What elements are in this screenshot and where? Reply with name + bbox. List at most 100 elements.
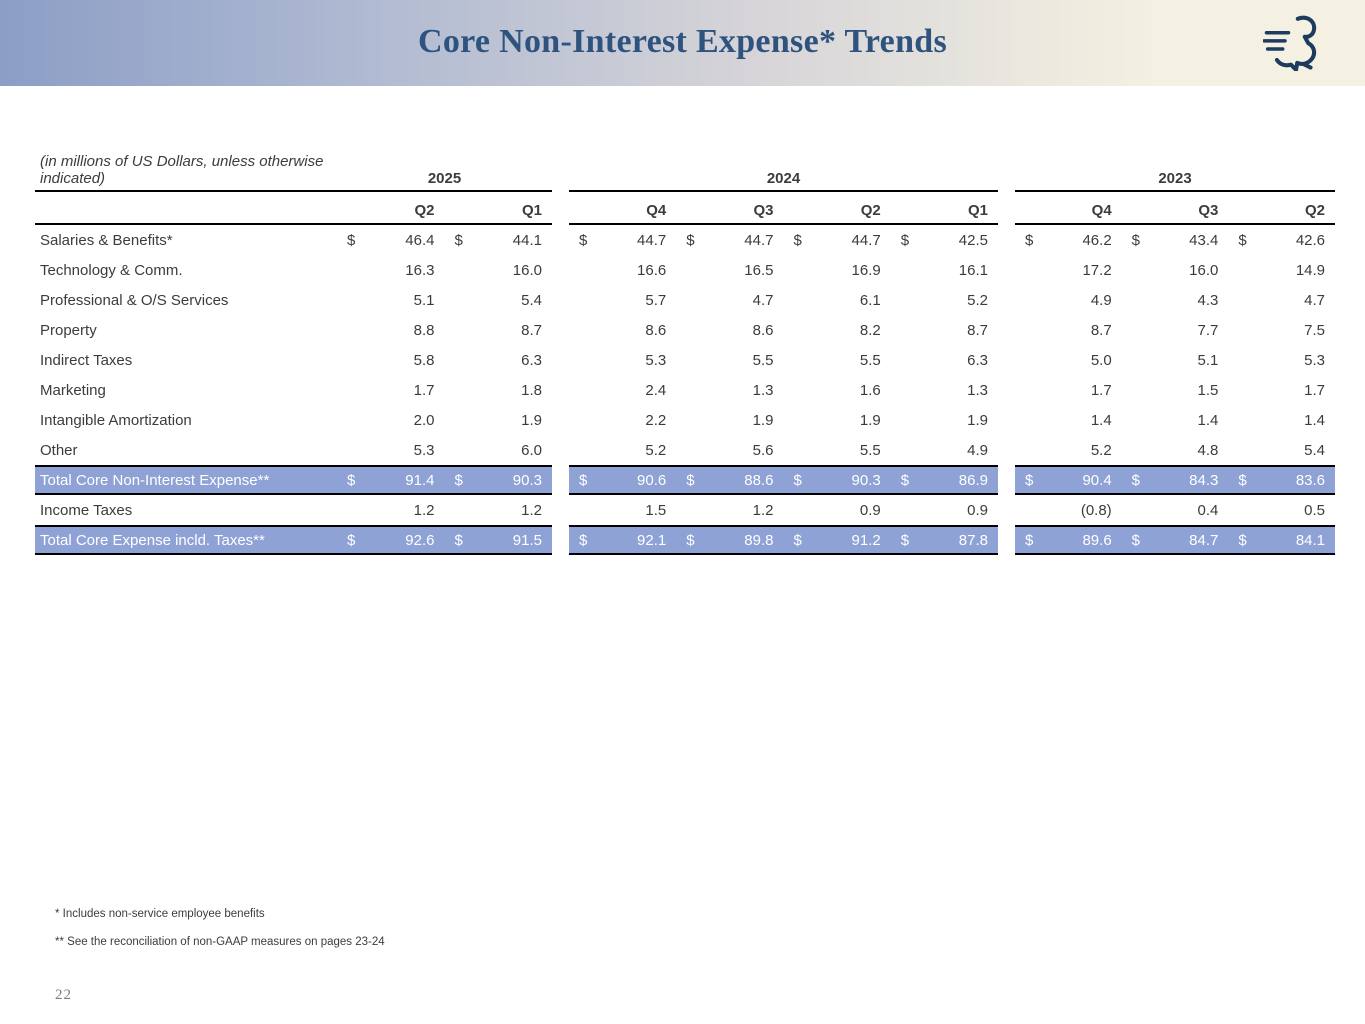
value-group: 1.7 1.8 [337, 375, 552, 405]
cell-value: 87.8 [958, 531, 988, 549]
table-row: Marketing 1.7 1.8 2.4 1.3 1.6 1.3 1.7 1.5 1.7 [35, 375, 1335, 405]
cell-value: 44.7 [637, 231, 667, 249]
group-gap [998, 192, 1015, 225]
cell-value: 90.4 [1082, 471, 1112, 489]
cell-value: 16.1 [958, 261, 988, 279]
cell-value: 16.5 [744, 261, 774, 279]
table-cell: 16.5 [676, 255, 783, 285]
table-cell: (0.8) [1015, 495, 1122, 525]
table-cell: $91.5 [445, 527, 553, 553]
table-cell: $90.4 [1015, 467, 1122, 493]
cell-value: 16.3 [405, 261, 435, 279]
table-cell: 5.3 [1228, 345, 1335, 375]
table-cell: 5.7 [569, 285, 676, 315]
dollar-sign: $ [900, 471, 910, 489]
group-gap [552, 525, 569, 555]
cell-value: 8.8 [413, 321, 435, 339]
table-cell: 5.1 [1122, 345, 1229, 375]
table-cell: 5.2 [569, 435, 676, 465]
table-cell: 1.2 [445, 495, 553, 525]
cell-value: 89.6 [1082, 531, 1112, 549]
table-cell: $92.1 [569, 527, 676, 553]
cell-value: 5.2 [967, 291, 988, 309]
table-cell: $44.7 [784, 225, 891, 255]
cell-value: 1.9 [859, 411, 881, 429]
cell-value: 5.3 [413, 441, 435, 459]
quarter-header: Q4 [1091, 202, 1112, 219]
value-group: 4.9 4.3 4.7 [1015, 285, 1335, 315]
cell-value: 90.3 [851, 471, 881, 489]
dollar-sign: $ [1131, 231, 1141, 249]
table-cell: $92.6 [337, 527, 445, 553]
table-cell: 5.2 [1015, 435, 1122, 465]
cell-value: 1.4 [1304, 411, 1326, 429]
cell-value: 8.7 [967, 321, 988, 339]
table-cell: 8.7 [891, 315, 998, 345]
table-cell: $42.6 [1228, 225, 1335, 255]
group-gap [998, 405, 1015, 435]
cell-value: 5.3 [645, 351, 667, 369]
cell-value: 6.3 [521, 351, 542, 369]
table-head-quarters: Q2 Q1 Q4 Q3 Q2 Q1 Q4 Q3 Q2 [35, 192, 1335, 225]
cell-value: 83.6 [1295, 471, 1326, 489]
table-cell: $44.7 [569, 225, 676, 255]
table-cell: 2.2 [569, 405, 676, 435]
group-gap [552, 495, 569, 525]
cell-value: 5.6 [752, 441, 774, 459]
cell-value: 5.5 [859, 441, 881, 459]
group-gap [998, 285, 1015, 315]
table-cell: 1.4 [1015, 405, 1122, 435]
table-cell: 16.3 [337, 255, 445, 285]
header-band: Core Non-Interest Expense* Trends [0, 0, 1365, 86]
cell-value: 44.7 [851, 231, 881, 249]
units-note: (in millions of US Dollars, unless other… [40, 153, 324, 187]
group-gap [552, 255, 569, 285]
cell-value: 1.9 [752, 411, 774, 429]
cell-value: 6.0 [521, 441, 542, 459]
cell-value: 86.9 [958, 471, 988, 489]
table-cell: 1.8 [445, 375, 553, 405]
table-cell: $44.1 [445, 225, 553, 255]
cell-value: 8.2 [859, 321, 881, 339]
row-label: Other [40, 441, 78, 459]
table-cell: 8.2 [784, 315, 891, 345]
value-group: $92.6 $91.5 [337, 525, 552, 555]
table-cell: 6.0 [445, 435, 553, 465]
cell-value: 1.3 [967, 381, 988, 399]
cell-value: 5.5 [859, 351, 881, 369]
quarters-spacer [35, 192, 337, 225]
year-label: 2023 [1158, 170, 1192, 187]
cell-value: 5.5 [752, 351, 774, 369]
cell-value: 16.0 [1189, 261, 1219, 279]
cell-value: 16.6 [637, 261, 667, 279]
row-label: Income Taxes [40, 501, 133, 519]
value-group: 5.8 6.3 [337, 345, 552, 375]
table-cell: 1.3 [891, 375, 998, 405]
dollar-sign: $ [454, 531, 463, 549]
group-gap [552, 405, 569, 435]
table-row: Other 5.3 6.0 5.2 5.6 5.5 4.9 5.2 4.8 5.4 [35, 435, 1335, 465]
value-group: 8.6 8.6 8.2 8.7 [569, 315, 998, 345]
table-cell: 5.8 [337, 345, 445, 375]
group-gap [998, 435, 1015, 465]
table-cell: 1.4 [1122, 405, 1229, 435]
cell-value: 84.3 [1189, 471, 1219, 489]
table-cell: 16.0 [1122, 255, 1229, 285]
row-label: Technology & Comm. [40, 261, 183, 279]
table-cell: 1.9 [676, 405, 783, 435]
row-label: Marketing [40, 381, 106, 399]
table-cell: $89.6 [1015, 527, 1122, 553]
units-note-cell: (in millions of US Dollars, unless other… [35, 150, 337, 192]
table-cell: 5.6 [676, 435, 783, 465]
table-cell: 1.3 [676, 375, 783, 405]
group-gap [552, 285, 569, 315]
table-cell: 1.9 [445, 405, 553, 435]
table-cell: 4.7 [1228, 285, 1335, 315]
cell-value: 90.6 [637, 471, 667, 489]
quarter-group-2024: Q4 Q3 Q2 Q1 [569, 192, 998, 225]
table-cell: 8.6 [569, 315, 676, 345]
footnote-2: ** See the reconciliation of non-GAAP me… [55, 936, 385, 948]
group-gap [998, 315, 1015, 345]
cell-value: 2.4 [645, 381, 667, 399]
value-group: 5.7 4.7 6.1 5.2 [569, 285, 998, 315]
